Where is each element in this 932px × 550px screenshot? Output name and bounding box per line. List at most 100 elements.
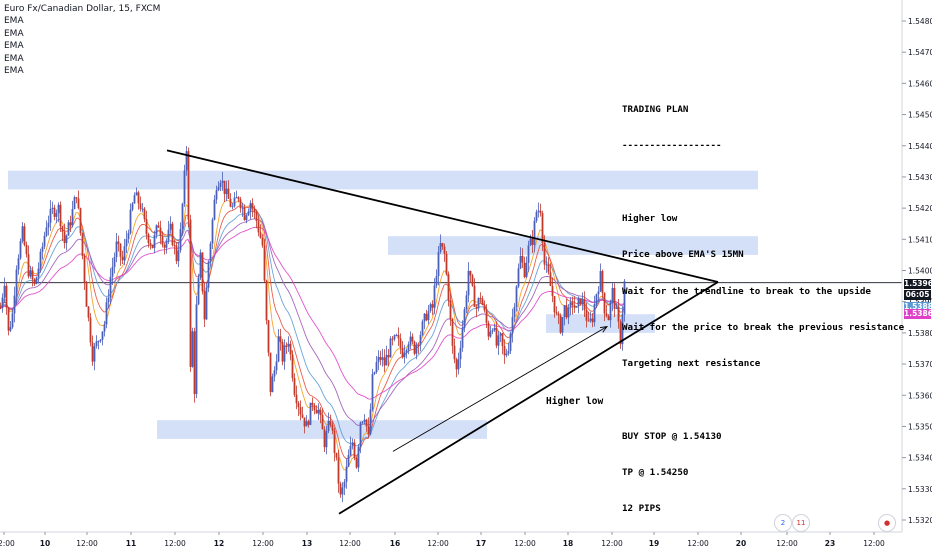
candle-body <box>331 424 334 431</box>
indicator-ema-5[interactable]: EMA <box>4 66 24 77</box>
price-tick-label: 1.54300 <box>908 173 932 182</box>
candle-body <box>123 246 126 261</box>
candle-body <box>157 225 160 228</box>
candle-body <box>497 335 500 346</box>
candle-body <box>193 331 196 395</box>
time-tick-label: 18 <box>563 539 573 548</box>
candle-body <box>519 256 522 269</box>
candle-body <box>125 239 128 247</box>
candle-body <box>375 362 378 373</box>
ema-price-tag: 1.53888 <box>904 302 932 312</box>
time-tick-label: 12:00 <box>427 539 449 548</box>
candle-body <box>561 317 564 333</box>
candle-body <box>127 233 130 240</box>
indicator-ema-1[interactable]: EMA <box>4 16 24 27</box>
candle-body <box>175 245 178 262</box>
candle-body <box>305 421 308 427</box>
candle-body <box>323 429 326 448</box>
candle-body <box>285 345 288 347</box>
candle-body <box>59 204 62 227</box>
candle-body <box>403 352 406 358</box>
symbol-title[interactable]: Euro Fx/Canadian Dollar, 15, FXCM <box>4 4 161 14</box>
time-tick-label: 12:00 <box>601 539 623 548</box>
candle-body <box>67 222 70 236</box>
candle-body <box>429 304 432 311</box>
candle-body <box>29 270 32 277</box>
indicator-ema-2[interactable]: EMA <box>4 28 24 39</box>
candle-body <box>421 321 424 335</box>
candle-body <box>465 295 468 310</box>
candle-body <box>311 402 314 406</box>
candle-body <box>571 302 574 306</box>
candle-body <box>313 405 316 410</box>
canada-flag-icon[interactable]: 11 <box>792 514 810 532</box>
candle-body <box>507 350 510 354</box>
candle-body <box>397 334 400 339</box>
candle-body <box>379 356 382 360</box>
candle-body <box>377 356 380 363</box>
candle-body <box>391 338 394 340</box>
candle-body <box>101 331 104 340</box>
candle-body <box>581 299 584 305</box>
candle-body <box>527 245 530 263</box>
candle-body <box>43 235 46 247</box>
candle-body <box>171 223 174 246</box>
candle-body <box>229 198 232 207</box>
candle-body <box>459 347 462 360</box>
candle-body <box>61 226 64 232</box>
candle-body <box>545 264 548 266</box>
candle-body <box>505 353 508 356</box>
candle-body <box>427 310 430 321</box>
time-tick-label: 12 <box>214 539 224 548</box>
candle-body <box>577 298 580 307</box>
higher-low-arrow <box>392 326 608 452</box>
candle-body <box>307 421 310 425</box>
time-tick-label: 10 <box>40 539 50 548</box>
candle-body <box>267 320 270 353</box>
candle-body <box>21 226 24 242</box>
candle-body <box>617 307 620 322</box>
candle-body <box>401 347 404 358</box>
candle-body <box>133 195 136 204</box>
candle-body <box>209 243 212 262</box>
candle-body <box>237 197 240 200</box>
candle-body <box>47 222 50 228</box>
candle-body <box>557 313 560 316</box>
candle-body <box>179 229 182 251</box>
candle-body <box>433 285 436 308</box>
candle-body <box>415 344 418 354</box>
candle-body <box>453 345 456 360</box>
candle-body <box>137 192 140 204</box>
trendline <box>338 281 719 515</box>
candle-body <box>165 240 168 248</box>
candle-body <box>501 333 504 347</box>
price-tick-label: 1.54000 <box>908 267 932 276</box>
candle-body <box>611 287 614 303</box>
candle-body <box>97 341 100 343</box>
candle-body <box>413 341 416 354</box>
indicator-ema-4[interactable]: EMA <box>4 53 24 64</box>
candle-body <box>461 327 464 348</box>
canada-flag-icon[interactable]: ● <box>878 514 896 532</box>
candle-body <box>273 370 276 377</box>
indicator-ema-3[interactable]: EMA <box>4 41 24 52</box>
candle-body <box>443 246 446 254</box>
economic-event-icon[interactable]: 2 <box>774 514 792 532</box>
candle-body <box>251 203 254 209</box>
time-tick-label: 12:00 <box>776 539 798 548</box>
candle-body <box>531 238 534 245</box>
candle-body <box>205 287 208 320</box>
candle-body <box>359 422 362 447</box>
candle-body <box>169 223 172 230</box>
candle-body <box>173 245 176 247</box>
candle-body <box>81 233 84 257</box>
price-tick-label: 1.53700 <box>908 360 932 369</box>
candle-body <box>525 262 528 278</box>
ema-line <box>0 211 625 447</box>
candle-body <box>423 313 426 322</box>
ema-price-tag: 1.53866 <box>904 309 932 319</box>
candle-body <box>475 306 478 309</box>
candle-body <box>481 298 484 305</box>
candle-body <box>275 361 278 371</box>
